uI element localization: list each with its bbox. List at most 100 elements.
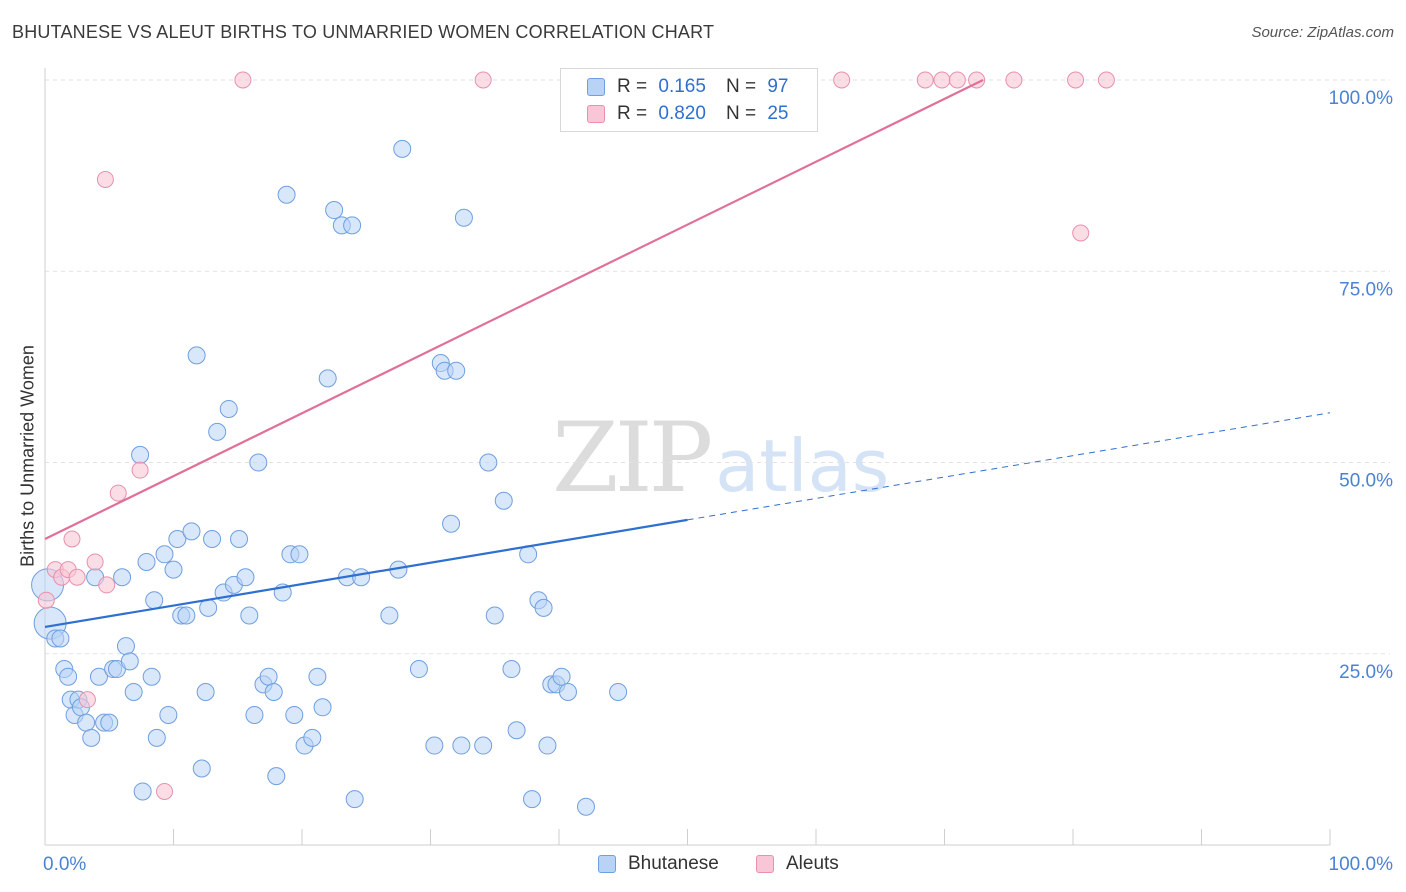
- bhutanese-point: [192, 759, 211, 778]
- aleuts-point: [68, 568, 86, 586]
- watermark-atlas: atlas: [715, 424, 890, 508]
- watermark-zip: ZIP: [552, 402, 713, 514]
- bhutanese-point: [240, 606, 259, 625]
- aleuts-point: [833, 71, 851, 89]
- bhutanese-point: [308, 667, 327, 686]
- correlation-legend: R = 0.165 N = 97 R = 0.820 N = 25: [560, 68, 818, 132]
- bhutanese-point: [380, 606, 399, 625]
- y-tick-label: 75.0%: [1339, 279, 1393, 300]
- bhutanese-point: [137, 552, 156, 571]
- bhutanese-trend-line: [44, 518, 688, 629]
- chart-title: BHUTANESE VS ALEUT BIRTHS TO UNMARRIED W…: [12, 22, 715, 42]
- chart-source: Source: ZipAtlas.com: [1251, 24, 1394, 41]
- bhutanese-point: [393, 139, 412, 158]
- bhutanese-point: [494, 491, 513, 510]
- aleuts-point: [1067, 71, 1085, 89]
- watermark: ZIPatlas: [552, 402, 889, 514]
- bhutanese-point: [145, 591, 164, 610]
- aleuts-point: [109, 484, 127, 502]
- bhutanese-point: [208, 422, 227, 441]
- legend-row-bhutanese: R = 0.165 N = 97: [587, 75, 788, 99]
- bhutanese-point: [77, 713, 96, 732]
- bottom-legend-aleuts: Aleuts: [756, 852, 839, 876]
- y-tick-label: 100.0%: [1329, 88, 1394, 109]
- bhutanese-point: [124, 683, 143, 701]
- bhutanese-point: [59, 667, 78, 686]
- bhutanese-point: [236, 568, 255, 587]
- bhutanese-point: [203, 530, 222, 548]
- aleuts-trend-line: [44, 79, 984, 540]
- bhutanese-point: [131, 445, 150, 464]
- aleuts-point: [1097, 71, 1115, 89]
- legend-n-value: 97: [767, 76, 789, 97]
- aleuts-point: [86, 553, 104, 571]
- bhutanese-point: [454, 208, 473, 227]
- bhutanese-point: [447, 361, 466, 380]
- aleuts-point: [234, 71, 252, 89]
- aleuts-point: [156, 782, 174, 800]
- bhutanese-point: [196, 683, 215, 701]
- legend-n-value: 25: [767, 103, 789, 124]
- bhutanese-point: [409, 660, 428, 679]
- bhutanese-point: [479, 453, 498, 472]
- aleuts-point: [933, 71, 951, 89]
- bhutanese-point: [474, 736, 493, 755]
- bhutanese-point: [147, 728, 166, 747]
- bhutanese-point: [452, 736, 471, 755]
- legend-r-label: R =: [617, 76, 648, 97]
- bottom-legend-bhutanese: Bhutanese: [598, 852, 719, 876]
- bhutanese-point: [249, 453, 268, 472]
- x-tick-label: 0.0%: [43, 854, 86, 875]
- bhutanese-point: [318, 369, 337, 388]
- bhutanese-point: [259, 667, 278, 686]
- bhutanese-point: [313, 698, 332, 717]
- bhutanese-point: [277, 185, 296, 204]
- bhutanese-point: [425, 736, 444, 755]
- bhutanese-point: [264, 683, 283, 701]
- aleuts-point: [1005, 71, 1023, 89]
- bhutanese-point: [325, 201, 344, 220]
- bhutanese-point: [164, 560, 183, 579]
- legend-n-label: N =: [725, 76, 757, 97]
- bhutanese-point: [219, 399, 238, 418]
- bhutanese-point: [267, 767, 286, 786]
- bhutanese-point: [502, 660, 521, 679]
- legend-r-label: R =: [617, 103, 648, 124]
- aleuts-point: [948, 71, 966, 89]
- bhutanese-point: [442, 514, 461, 533]
- bhutanese-point: [552, 667, 571, 686]
- legend-r-value: 0.165: [658, 76, 706, 97]
- legend-r-value: 0.820: [658, 103, 706, 124]
- bhutanese-point: [113, 568, 132, 587]
- bhutanese-point: [230, 530, 249, 548]
- bhutanese-point: [303, 728, 322, 747]
- bhutanese-point: [199, 598, 218, 617]
- aleuts-point: [131, 461, 149, 479]
- bhutanese-point: [116, 637, 135, 656]
- bhutanese-swatch: [587, 78, 605, 96]
- aleuts-point: [37, 591, 55, 609]
- y-tick-label: 50.0%: [1339, 471, 1393, 492]
- bhutanese-point: [89, 667, 108, 686]
- bhutanese-point: [159, 705, 178, 724]
- bhutanese-point: [120, 652, 139, 671]
- bhutanese-legend-swatch: [598, 855, 616, 873]
- aleuts-point: [78, 691, 96, 709]
- bhutanese-point: [51, 629, 70, 648]
- aleuts-point: [1072, 224, 1090, 242]
- y-axis-label: Births to Unmarried Women: [17, 345, 38, 567]
- bhutanese-point: [245, 705, 264, 724]
- aleuts-point: [474, 71, 492, 89]
- aleuts-point: [96, 170, 114, 188]
- bhutanese-point: [523, 790, 542, 809]
- bhutanese-point: [609, 683, 628, 701]
- bhutanese-point: [534, 598, 553, 617]
- aleuts-point: [98, 576, 116, 594]
- bhutanese-point: [345, 790, 364, 809]
- bhutanese-point: [100, 713, 119, 732]
- bhutanese-point: [177, 606, 196, 625]
- bhutanese-point: [182, 522, 201, 541]
- aleuts-swatch: [587, 105, 605, 123]
- bhutanese-legend-label: Bhutanese: [628, 853, 719, 874]
